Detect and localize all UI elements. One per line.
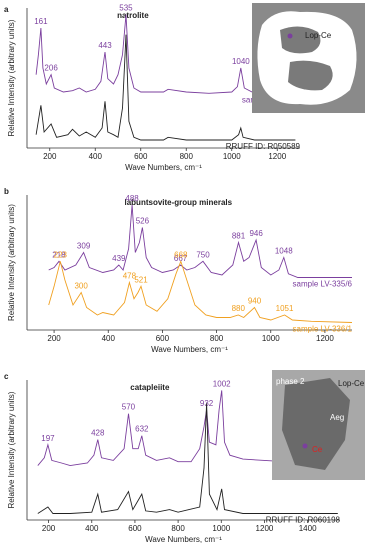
peak-label: 443	[98, 41, 112, 50]
x-tick-label: 1000	[262, 334, 280, 343]
x-tick-label: 400	[102, 334, 116, 343]
x-tick-label: 1400	[299, 524, 317, 533]
spectrum-line	[35, 14, 296, 94]
inset-grain	[288, 60, 333, 91]
x-tick-label: 200	[42, 524, 56, 533]
inset-label: Aeg	[330, 413, 344, 422]
peak-label: 521	[134, 275, 148, 284]
peak-label: 881	[232, 232, 246, 241]
peak-label: 526	[136, 217, 150, 226]
peak-label: 880	[232, 304, 246, 313]
panel-letter: c	[4, 372, 9, 381]
x-tick-label: 1200	[256, 524, 274, 533]
inset-label: phase 2	[276, 377, 305, 386]
spectrum-line	[37, 403, 338, 514]
peak-label: 946	[249, 229, 263, 238]
peak-label: 218	[52, 250, 66, 259]
inset-grain	[282, 378, 350, 470]
spectrum-line	[48, 259, 353, 323]
series-label: RRUFF ID: R050589	[226, 142, 301, 151]
inset-spot	[287, 33, 293, 39]
inset-spot	[302, 443, 308, 449]
x-tick-label: 1000	[223, 152, 241, 161]
peak-label: 535	[119, 4, 133, 13]
y-axis-label: Relative Intensity (arbitrary units)	[7, 391, 16, 508]
spectrum-line	[48, 204, 352, 278]
x-tick-label: 400	[89, 152, 103, 161]
x-tick-label: 1200	[268, 152, 286, 161]
peak-label: 667	[174, 254, 188, 263]
peak-label: 197	[41, 434, 55, 443]
peak-label: 300	[74, 282, 88, 291]
y-axis-label: Relative Intensity (arbitrary units)	[7, 204, 16, 321]
x-tick-label: 600	[134, 152, 148, 161]
peak-label: 428	[91, 429, 105, 438]
x-tick-label: 400	[85, 524, 99, 533]
peak-label: 161	[34, 17, 48, 26]
spectrum-line	[37, 390, 338, 467]
inset-shape	[257, 11, 357, 105]
chart-title: labuntsovite-group minerals	[125, 198, 233, 207]
peak-label: 1040	[232, 57, 250, 66]
panel-letter: b	[4, 187, 9, 196]
peak-label: 632	[135, 425, 149, 434]
peak-label: 940	[248, 297, 262, 306]
peak-label: 1048	[275, 247, 293, 256]
peak-label: 206	[44, 64, 58, 73]
x-tick-label: 800	[180, 152, 194, 161]
inset-a: Lop-Ce	[252, 3, 365, 113]
x-tick-label: 200	[47, 334, 61, 343]
inset-grain	[280, 26, 321, 54]
inset-c: phase 2 Lop-Ce Aeg Ce	[272, 370, 365, 480]
peak-label: 668	[174, 250, 188, 259]
x-tick-label: 600	[128, 524, 142, 533]
x-tick-label: 1000	[212, 524, 230, 533]
chart-title: natrolite	[117, 11, 149, 20]
x-tick-label: 1200	[316, 334, 334, 343]
series-label: sample LV-335/6	[293, 280, 353, 289]
peak-label: 570	[122, 403, 136, 412]
peak-label: 439	[112, 254, 126, 263]
x-tick-label: 800	[171, 524, 185, 533]
peak-label: 750	[196, 250, 210, 259]
series-label: RRUFF ID: R060198	[266, 516, 341, 525]
peak-label: 1051	[276, 304, 294, 313]
panel-letter: a	[4, 5, 9, 14]
peak-label: 1002	[213, 379, 231, 388]
y-axis-label: Relative Intensity (arbitrary units)	[7, 19, 16, 136]
spectrum-line	[35, 34, 296, 141]
x-axis-label: Wave Numbers, cm⁻¹	[151, 345, 228, 354]
inset-label: Lop-Ce	[305, 31, 332, 40]
x-tick-label: 600	[156, 334, 170, 343]
inset-label: Ce	[312, 445, 323, 454]
x-axis-label: Wave Numbers, cm⁻¹	[145, 535, 222, 544]
peak-label: 478	[123, 272, 137, 281]
x-tick-label: 200	[43, 152, 57, 161]
chart-title: catapleiite	[130, 383, 170, 392]
peak-label: 223	[54, 250, 68, 259]
inset-label: Lop-Ce	[338, 379, 365, 388]
series-label: sample LV-336/1	[293, 325, 353, 334]
peak-label: 488	[125, 194, 139, 203]
peak-label: 309	[77, 242, 91, 251]
x-axis-label: Wave Numbers, cm⁻¹	[125, 163, 202, 172]
x-tick-label: 800	[210, 334, 224, 343]
